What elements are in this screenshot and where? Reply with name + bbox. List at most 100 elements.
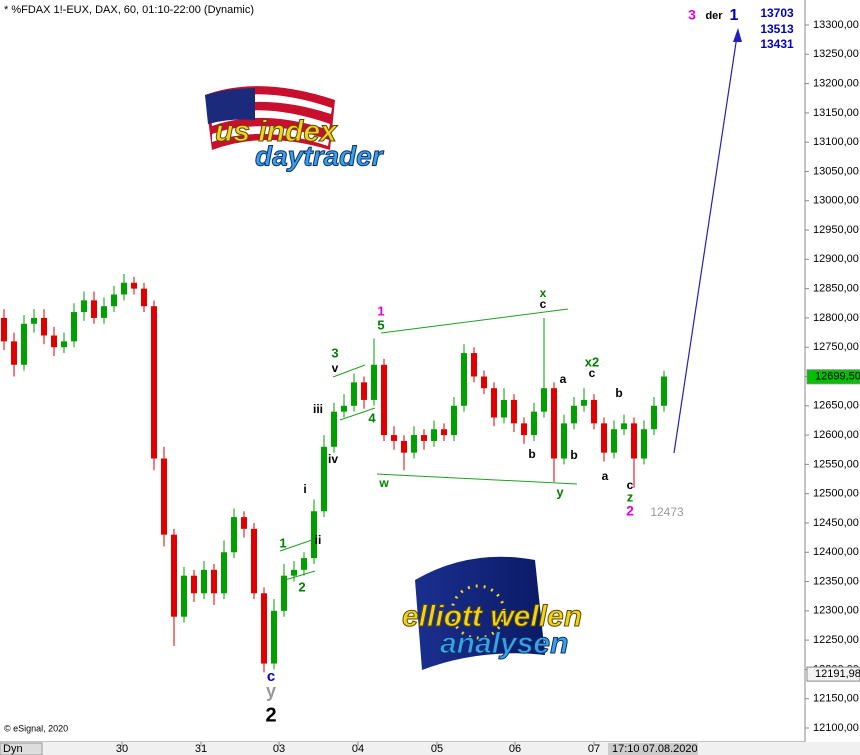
wave-label: 5: [377, 317, 384, 332]
y-tick-label: 12600,00: [813, 429, 859, 441]
x-tick-label: 06: [509, 743, 521, 755]
candle-body: [271, 610, 277, 664]
candle-body: [61, 341, 67, 348]
wave-label: i: [303, 482, 306, 496]
candle-body: [591, 399, 597, 424]
wave-label: b: [528, 447, 535, 461]
candle-body: [131, 282, 137, 289]
candle-body: [91, 300, 97, 318]
price-tag-box: [806, 666, 860, 682]
wave-label: iv: [328, 452, 338, 466]
candle-body: [41, 317, 47, 336]
y-tick-label: 12350,00: [813, 575, 859, 587]
candle-body: [211, 569, 217, 594]
y-tick-label: 12300,00: [813, 605, 859, 617]
time-tag-box: [608, 743, 698, 755]
logo-text: us index: [215, 115, 338, 148]
candle-body: [371, 364, 377, 400]
y-tick-label: 12550,00: [813, 458, 859, 470]
x-tick-label: 07: [588, 743, 600, 755]
trend-lines: [279, 308, 578, 581]
logo-text: elliott wellen: [402, 600, 582, 633]
candle-body: [451, 405, 457, 436]
wave-label: c: [627, 478, 634, 492]
candle-body: [351, 382, 357, 406]
candle-body: [281, 575, 287, 611]
wave-label: 13703: [760, 6, 794, 20]
wave-label: x2: [585, 354, 599, 369]
candle-body: [411, 435, 417, 453]
candle-body: [401, 440, 407, 453]
candle-body: [321, 446, 327, 512]
y-tick-label: 12650,00: [813, 400, 859, 412]
candle-body: [121, 282, 127, 295]
y-tick-label: 12950,00: [813, 224, 859, 236]
x-tick-label: 04: [352, 743, 364, 755]
y-tick-label: 13250,00: [813, 48, 859, 60]
candle-body: [381, 364, 387, 436]
wave-label: 1: [730, 7, 739, 24]
y-tick-label: 13100,00: [813, 136, 859, 148]
wave-label: z: [627, 489, 634, 504]
candle-body: [461, 353, 467, 406]
candle-body: [201, 569, 207, 594]
logo-bottom: elliott wellen analysen: [402, 556, 583, 670]
x-tick-label: 05: [431, 743, 443, 755]
candle-body: [191, 575, 197, 594]
price-tag: 12699,50: [815, 371, 860, 383]
wave-label: y: [266, 681, 276, 701]
time-tag: 17:10 07.08.2020: [612, 743, 698, 755]
candle-body: [111, 294, 117, 307]
candle-body: [601, 423, 607, 453]
candle-body: [221, 552, 227, 594]
forecast-arrow: [673, 28, 742, 454]
candle-body: [551, 388, 557, 459]
y-tick-label: 12100,00: [813, 722, 859, 734]
candle-body: [641, 429, 647, 459]
candle-body: [141, 288, 147, 307]
logo-text: daytrader: [255, 140, 385, 171]
y-tick-label: 12850,00: [813, 283, 859, 295]
wave-label: 13513: [760, 22, 794, 36]
candle-body: [251, 528, 257, 594]
y-tick-label: 12250,00: [813, 634, 859, 646]
candle-body: [421, 435, 427, 441]
candle-body: [291, 569, 297, 576]
candle-body: [171, 534, 177, 617]
y-tick-label: 12900,00: [813, 253, 859, 265]
wave-label: 2: [298, 579, 305, 594]
x-tick-label: 30: [116, 743, 128, 755]
wave-label: b: [615, 386, 622, 400]
candle-body: [21, 323, 27, 365]
y-tick-label: 13150,00: [813, 107, 859, 119]
wave-label: b: [570, 448, 577, 462]
candle-body: [1, 317, 7, 342]
x-tick-label: 31: [195, 743, 207, 755]
chart-title: * %FDAX 1!-EUX, DAX, 60, 01:10-22:00 (Dy…: [4, 4, 254, 16]
wave-label: c: [589, 366, 596, 380]
wave-label: a: [560, 372, 567, 386]
candle-body: [151, 306, 157, 459]
price-tag: 12191,98: [815, 668, 860, 680]
candle-body: [661, 376, 667, 406]
wave-label: v: [332, 361, 339, 375]
candle-body: [571, 405, 577, 424]
wave-label: a: [602, 469, 609, 483]
candle-body: [531, 411, 537, 436]
candle-body: [611, 429, 617, 453]
candle-body: [101, 306, 107, 318]
wave-label: c: [267, 668, 275, 685]
candle-body: [81, 300, 87, 313]
candle-body: [581, 399, 587, 406]
y-tick-label: 13000,00: [813, 195, 859, 207]
price-tag-box: [806, 369, 860, 385]
candle-body: [71, 312, 77, 342]
candle-body: [491, 388, 497, 418]
candle-body: [331, 411, 337, 447]
x-tick-label: 03: [273, 743, 285, 755]
mode-box: [0, 742, 43, 755]
wave-label: c: [540, 297, 547, 311]
candle-body: [361, 382, 367, 400]
